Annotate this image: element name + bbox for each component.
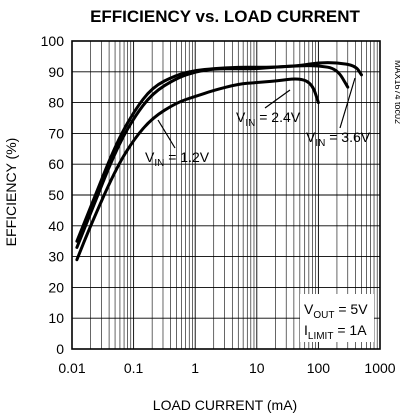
x-tick-labels: 0.01 0.1 1 10 100 1000 [58, 360, 395, 376]
series-label-value: = 1.2V [164, 149, 209, 165]
y-tick-label: 80 [48, 95, 64, 111]
y-tick-label: 50 [48, 187, 64, 203]
y-tick-label: 90 [48, 64, 64, 80]
part-id-label: MAX1674 toc02 [393, 60, 400, 124]
plot-frame [71, 40, 381, 350]
series-line-1 [75, 64, 350, 249]
x-axis-label: LOAD CURRENT (mA) [153, 397, 297, 413]
x-tick-label: 0.1 [124, 360, 144, 376]
vout-value: = 5V [334, 301, 368, 317]
y-axis-label: EFFICIENCY (%) [3, 138, 19, 247]
series-label-sub: IN [315, 138, 325, 149]
chart-title: EFFICIENCY vs. LOAD CURRENT [90, 7, 360, 26]
series-label-sub: IN [245, 118, 255, 129]
ilimit-main: I [304, 322, 308, 338]
annotation-arrow-vin-3-6v [339, 77, 356, 129]
y-tick-label: 10 [48, 310, 64, 326]
series-label-vin-1-2v: VIN = 1.2V [145, 149, 210, 169]
annotation-arrow-vin-1-2v [157, 119, 176, 149]
ilimit-sub: LIMIT [308, 331, 334, 342]
y-tick-labels: 0 10 20 30 40 50 60 70 80 90 100 [41, 33, 65, 357]
y-tick-label: 100 [41, 33, 65, 49]
x-tick-label: 1000 [364, 360, 395, 376]
series-layer [75, 61, 363, 262]
y-tick-label: 30 [48, 249, 64, 265]
series-label-vin-2-4v: VIN = 2.4V [236, 109, 301, 129]
annotation-arrow-vin-2-4v [264, 89, 291, 109]
series-label-value: = 3.6V [325, 129, 370, 145]
x-tick-label: 1 [191, 360, 199, 376]
y-tick-label: 70 [48, 125, 64, 141]
series-label-sub: IN [154, 158, 164, 169]
vout-sub: OUT [313, 310, 334, 321]
series-label-main: V [145, 149, 155, 165]
conditions-box [300, 294, 374, 342]
y-tick-label: 20 [48, 279, 64, 295]
series-label-value: = 2.4V [255, 109, 300, 125]
x-tick-label: 0.01 [58, 360, 85, 376]
series-label-main: V [236, 109, 246, 125]
y-tick-label: 0 [56, 341, 64, 357]
vout-main: V [304, 301, 314, 317]
y-tick-label: 40 [48, 218, 64, 234]
x-tick-label: 10 [249, 360, 265, 376]
vout-condition: VOUT = 5V [304, 301, 368, 321]
x-tick-label: 100 [307, 360, 331, 376]
series-line-2 [75, 61, 363, 243]
ilimit-value: = 1A [333, 322, 367, 338]
series-label-main: V [306, 129, 316, 145]
series-label-vin-3-6v: VIN = 3.6V [306, 129, 371, 149]
ilimit-condition: ILIMIT = 1A [304, 322, 367, 342]
series-line-0 [75, 77, 320, 262]
y-tick-label: 60 [48, 156, 64, 172]
